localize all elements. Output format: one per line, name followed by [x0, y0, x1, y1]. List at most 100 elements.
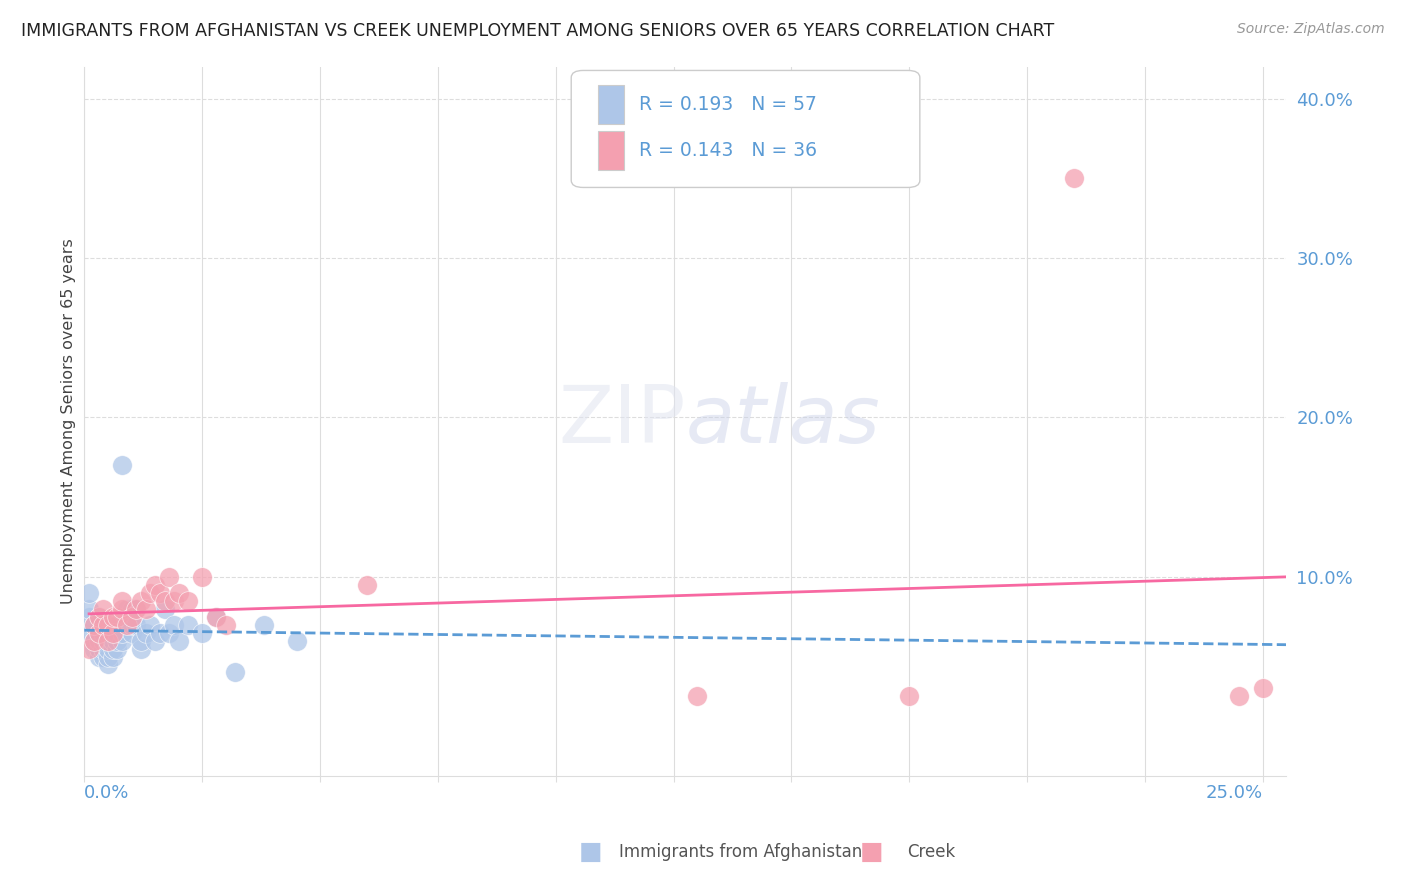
Point [101, 625, 124, 640]
Point [177, 617, 200, 632]
Text: ZIP: ZIP [558, 383, 686, 460]
Point [1251, 681, 1274, 696]
Point [105, 633, 128, 648]
Point [143, 578, 166, 592]
Point [105, 641, 128, 656]
Point [139, 586, 162, 600]
Point [101, 625, 124, 640]
Point [139, 617, 162, 632]
Point [129, 593, 152, 607]
Point [87, 609, 110, 624]
Text: 25.0%: 25.0% [1206, 784, 1263, 802]
Point [125, 617, 148, 632]
Point [149, 586, 172, 600]
Point [77, 641, 100, 656]
Point [121, 609, 143, 624]
Point [83, 617, 105, 632]
Point [73, 625, 96, 640]
Point [105, 625, 128, 640]
Text: Creek: Creek [907, 843, 955, 861]
Point [115, 601, 138, 615]
Point [97, 649, 120, 664]
Bar [598, 131, 624, 169]
Text: Source: ZipAtlas.com: Source: ZipAtlas.com [1237, 22, 1385, 37]
Point [224, 665, 246, 680]
Point [105, 617, 128, 632]
Point [177, 593, 200, 607]
Text: 0.0%: 0.0% [84, 784, 129, 802]
Text: R = 0.193   N = 57: R = 0.193 N = 57 [638, 95, 817, 114]
Point [101, 633, 124, 648]
Point [356, 578, 378, 592]
Point [143, 633, 166, 648]
Point [149, 625, 172, 640]
Point [101, 609, 124, 624]
Text: atlas: atlas [686, 383, 880, 460]
Point [77, 601, 100, 615]
Point [77, 609, 100, 624]
Point [205, 609, 228, 624]
Point [91, 641, 114, 656]
FancyBboxPatch shape [571, 70, 920, 187]
Point [101, 641, 124, 656]
Point [77, 586, 100, 600]
Point [111, 633, 134, 648]
Point [111, 593, 134, 607]
Point [87, 625, 110, 640]
Point [215, 617, 238, 632]
Point [97, 617, 120, 632]
Point [91, 601, 114, 615]
Point [686, 690, 709, 704]
Point [97, 625, 120, 640]
Point [97, 633, 120, 648]
Text: R = 0.143   N = 36: R = 0.143 N = 36 [638, 141, 817, 160]
Point [87, 633, 110, 648]
Point [1063, 171, 1085, 186]
Point [91, 625, 114, 640]
Point [125, 601, 148, 615]
Point [115, 617, 138, 632]
Point [115, 609, 138, 624]
Point [87, 625, 110, 640]
Point [83, 633, 105, 648]
Point [91, 649, 114, 664]
Text: Immigrants from Afghanistan: Immigrants from Afghanistan [619, 843, 862, 861]
Point [111, 625, 134, 640]
Point [83, 641, 105, 656]
Point [163, 617, 186, 632]
Point [87, 649, 110, 664]
Point [167, 633, 190, 648]
Point [91, 633, 114, 648]
Point [111, 458, 134, 473]
Point [167, 586, 190, 600]
Point [87, 609, 110, 624]
Point [97, 641, 120, 656]
Point [157, 570, 180, 584]
Point [1227, 690, 1250, 704]
Point [97, 633, 120, 648]
Point [121, 601, 143, 615]
Point [153, 593, 176, 607]
Point [101, 649, 124, 664]
Text: IMMIGRANTS FROM AFGHANISTAN VS CREEK UNEMPLOYMENT AMONG SENIORS OVER 65 YEARS CO: IMMIGRANTS FROM AFGHANISTAN VS CREEK UNE… [21, 22, 1054, 40]
Point [163, 593, 186, 607]
Point [121, 617, 143, 632]
Point [129, 641, 152, 656]
Point [91, 617, 114, 632]
Point [129, 633, 152, 648]
Point [191, 570, 214, 584]
Point [115, 617, 138, 632]
Point [125, 601, 148, 615]
Point [91, 617, 114, 632]
Text: ■: ■ [860, 840, 883, 863]
Point [153, 601, 176, 615]
Point [898, 690, 921, 704]
Point [83, 633, 105, 648]
Point [191, 625, 214, 640]
Point [135, 601, 157, 615]
Point [157, 625, 180, 640]
Point [135, 625, 157, 640]
Point [97, 657, 120, 672]
Bar [598, 85, 624, 124]
Y-axis label: Unemployment Among Seniors over 65 years: Unemployment Among Seniors over 65 years [60, 238, 76, 605]
